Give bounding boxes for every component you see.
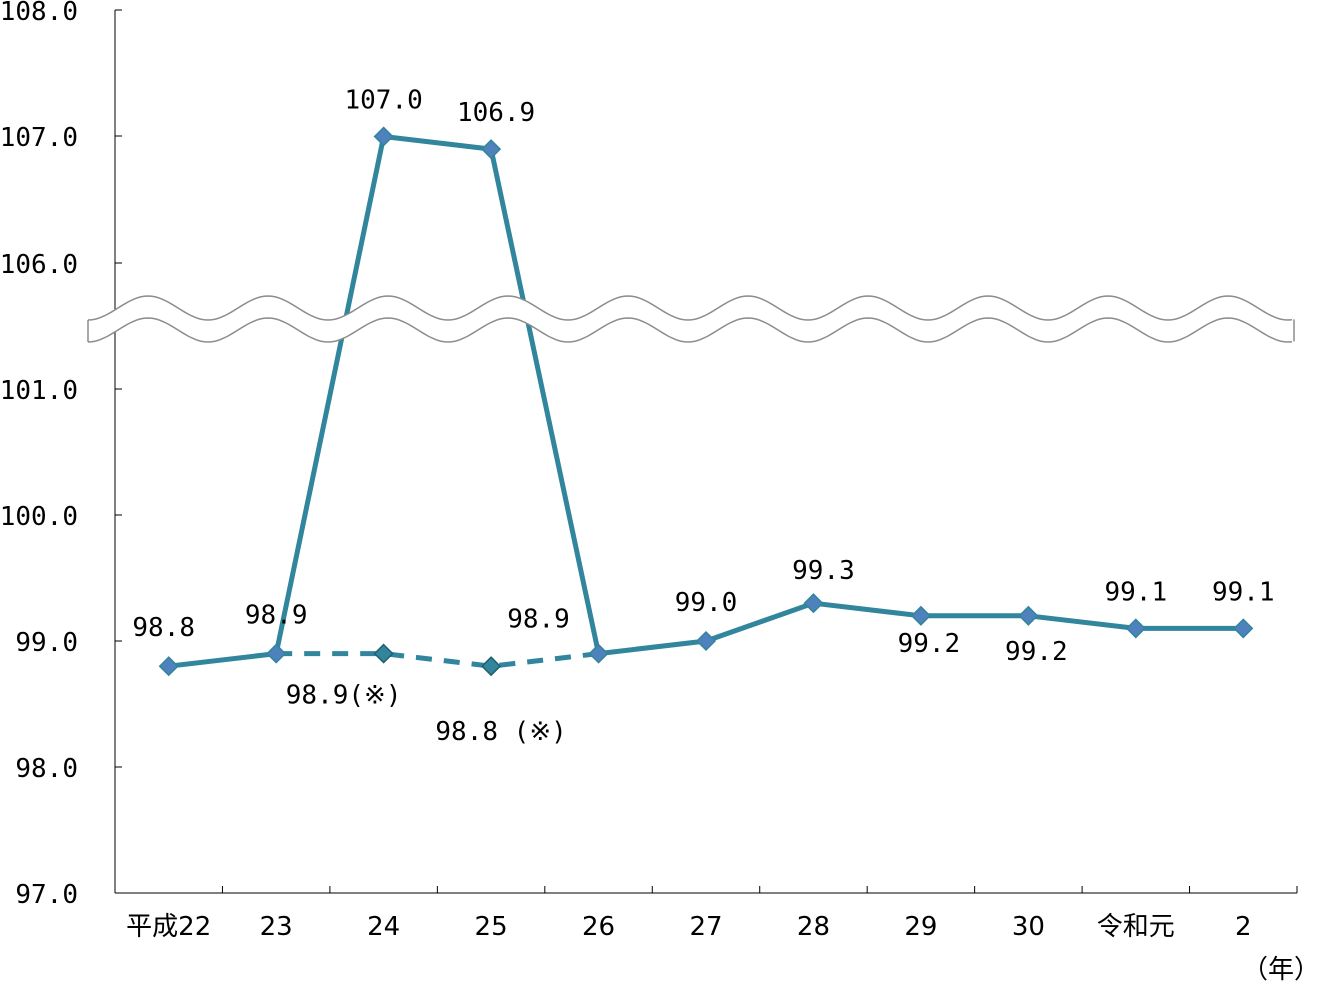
solid-series-data-label: 99.2 — [898, 629, 961, 659]
dashed-series-marker — [373, 643, 394, 664]
solid-series-marker — [588, 643, 609, 664]
solid-series-marker — [910, 605, 931, 626]
solid-series-marker — [695, 630, 717, 652]
solid-series-marker — [1233, 618, 1254, 639]
x-tick-label: 令和元 — [1097, 912, 1175, 942]
data-labels: 98.8 98.9 107.0 106.9 98.9 99.0 99.3 99.2 99.2 99… — [132, 86, 1274, 748]
y-tick-label: 98.0 — [15, 754, 78, 784]
solid-series-marker — [1018, 605, 1039, 626]
axis-break-fill — [88, 296, 1292, 342]
x-axis-unit-label: （年） — [1242, 955, 1320, 985]
x-tick-label: 26 — [582, 912, 615, 942]
solid-series-data-label: 99.1 — [1105, 577, 1168, 607]
solid-series-data-label: 99.1 — [1212, 577, 1275, 607]
solid-series-marker — [266, 643, 287, 664]
y-tick-label: 106.0 — [0, 250, 78, 280]
solid-series-marker — [803, 593, 824, 614]
dashed-series-data-label: 98.9(※) — [286, 681, 402, 711]
x-tick-label: 23 — [260, 912, 293, 942]
x-tick-label: 28 — [797, 912, 830, 942]
dashed-series-data-label: 98.8 (※) — [435, 717, 566, 747]
solid-series-data-label: 98.9 — [245, 601, 308, 631]
axis-break-top-wave — [87, 295, 1293, 321]
solid-series-data-label: 106.9 — [457, 98, 535, 128]
dashed-series-line — [276, 651, 599, 669]
solid-series-data-label: 99.3 — [792, 556, 855, 586]
solid-series-data-label: 107.0 — [344, 86, 422, 116]
dashed-series-marker — [481, 656, 502, 677]
y-tick-label: 107.0 — [0, 123, 78, 153]
solid-series-data-label: 99.2 — [1005, 637, 1068, 667]
series-lines — [168, 134, 1244, 669]
solid-series-marker — [481, 139, 502, 160]
x-tick-label: 2 — [1235, 912, 1252, 942]
series-markers — [158, 126, 1254, 677]
solid-series-data-label: 99.0 — [675, 588, 738, 618]
solid-series-marker — [373, 126, 394, 147]
y-tick-label: 97.0 — [15, 880, 78, 910]
x-tick-label: 27 — [689, 912, 722, 942]
x-tick-label: 30 — [1012, 912, 1045, 942]
axis-break-bottom-wave — [87, 317, 1293, 343]
y-tick-label: 108.0 — [0, 0, 78, 27]
x-tick-label: 平成22 — [126, 912, 211, 942]
solid-series-marker — [1125, 618, 1146, 639]
y-tick-label: 99.0 — [15, 628, 78, 658]
axis-break — [87, 295, 1295, 343]
solid-series-line — [168, 134, 1244, 669]
y-tick-label: 100.0 — [0, 502, 78, 532]
x-tick-label: 25 — [475, 912, 508, 942]
x-tick-label: 24 — [367, 912, 400, 942]
solid-series-marker — [158, 656, 179, 677]
y-tick-label: 101.0 — [0, 376, 78, 406]
solid-series-data-label: 98.9 — [507, 605, 570, 635]
x-tick-label: 29 — [904, 912, 937, 942]
solid-series-data-label: 98.8 — [132, 613, 195, 643]
